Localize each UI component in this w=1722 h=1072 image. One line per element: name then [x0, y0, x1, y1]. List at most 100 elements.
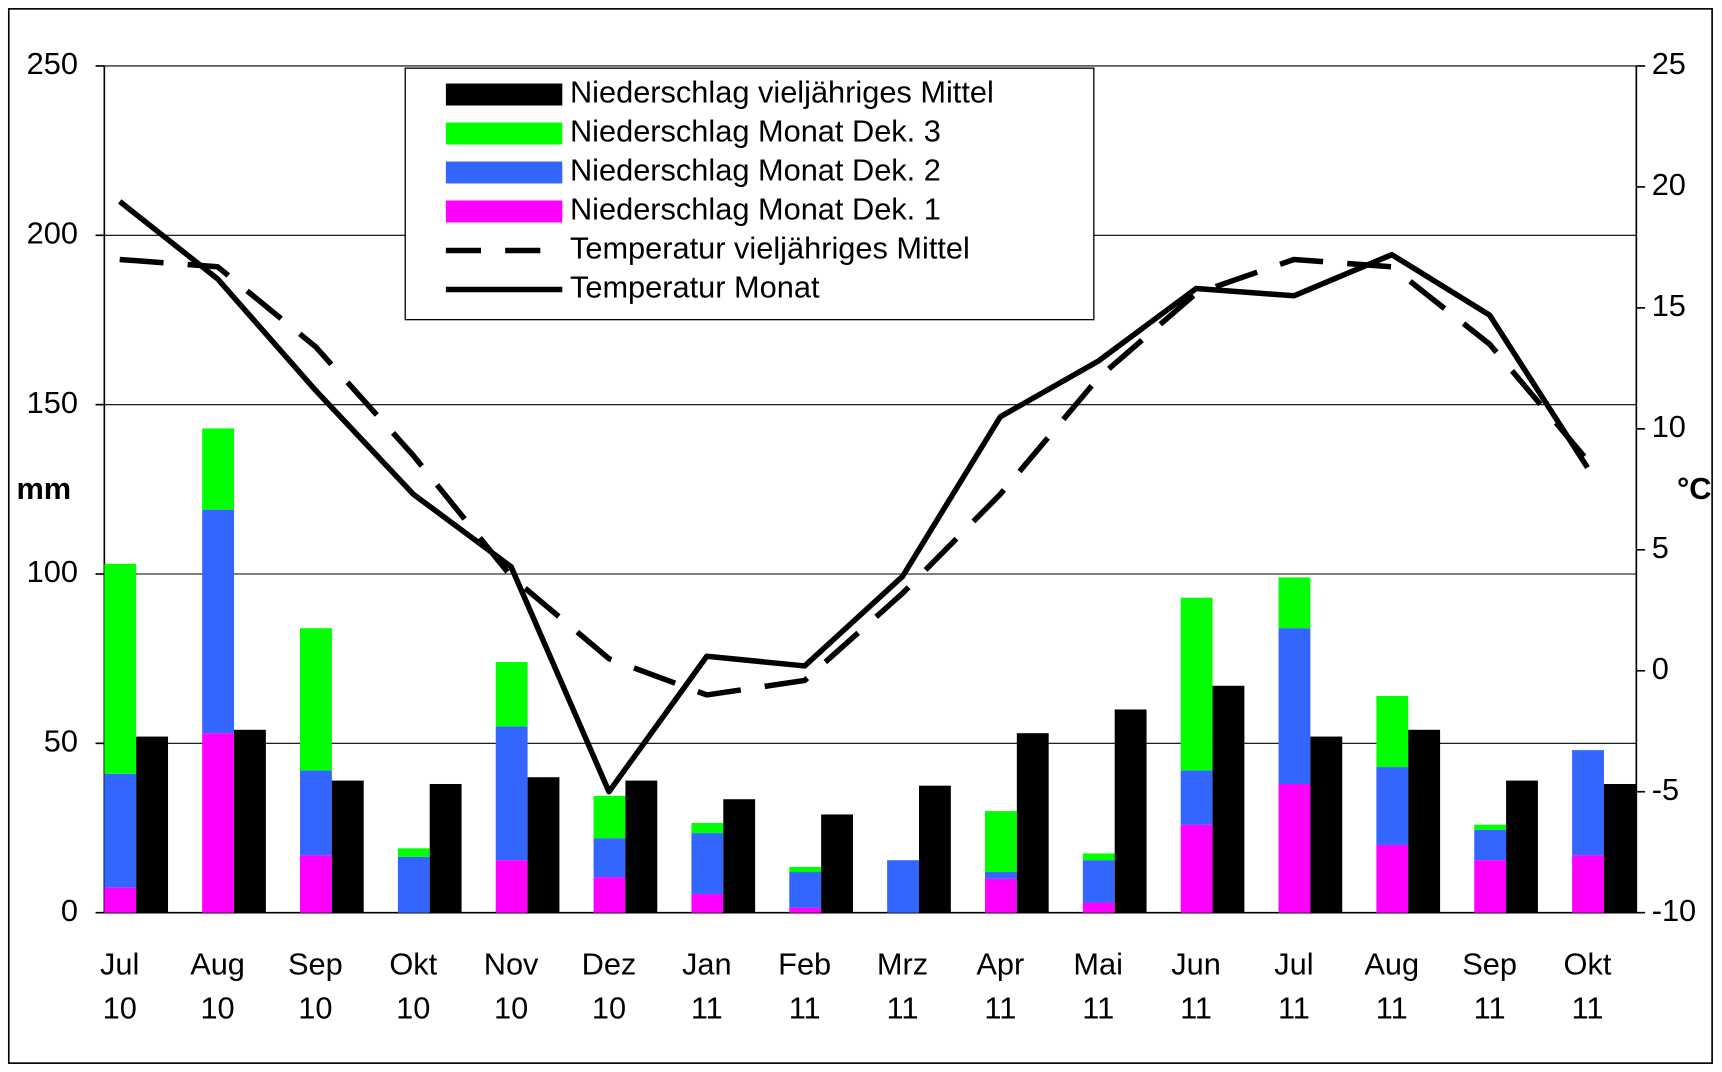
legend-label: Niederschlag Monat Dek. 3	[570, 114, 941, 149]
bar-segment	[397, 848, 430, 857]
bar-segment	[984, 811, 1017, 873]
y2-tick-label: 10	[1652, 409, 1686, 444]
bar-segment	[1180, 824, 1213, 913]
bar	[1114, 709, 1147, 913]
bar-segment	[1082, 853, 1115, 861]
bar	[331, 780, 364, 913]
bar	[821, 814, 853, 913]
bar-segment	[202, 428, 235, 510]
bar-segment	[202, 733, 235, 913]
bar-segment	[1474, 824, 1507, 830]
legend-swatch	[445, 200, 563, 223]
bar-segment	[593, 795, 626, 839]
y2-axis-label: °C	[1677, 471, 1712, 506]
bar	[1506, 780, 1538, 913]
legend-label: Niederschlag vieljähriges Mittel	[570, 75, 994, 110]
legend-label: Niederschlag Monat Dek. 2	[570, 153, 941, 188]
bar-segment	[1278, 783, 1311, 913]
y-tick-label: 250	[27, 46, 78, 81]
y-tick-label: 100	[27, 554, 78, 589]
x-tick-label: Aug 11	[1364, 947, 1419, 1026]
legend-box	[404, 67, 1095, 321]
x-tick-label: Jun 11	[1171, 947, 1221, 1026]
legend-swatch	[445, 83, 563, 106]
bar-segment	[593, 838, 626, 878]
bar	[625, 780, 658, 913]
line	[119, 256, 1590, 698]
bar	[1408, 729, 1441, 913]
bar-segment	[495, 726, 528, 861]
bar-segment	[397, 856, 430, 913]
bar-segment	[593, 877, 626, 913]
legend-label: Niederschlag Monat Dek. 1	[570, 192, 941, 227]
x-tick-label: Apr 11	[976, 947, 1024, 1026]
bar	[234, 729, 266, 913]
bar-segment	[1474, 860, 1507, 913]
x-tick-label: Jul 11	[1274, 947, 1313, 1026]
line	[118, 199, 1590, 795]
y-tick-label: 150	[27, 385, 78, 420]
bar-segment	[1082, 902, 1115, 913]
bar-segment	[202, 509, 235, 734]
bar	[1603, 783, 1636, 913]
x-tick-label: Mrz 11	[877, 947, 928, 1026]
x-tick-label: Sep 10	[288, 947, 343, 1026]
bar-segment	[789, 872, 822, 908]
y2-tick-label: 0	[1652, 651, 1669, 686]
y2-tick-label: 20	[1652, 167, 1686, 202]
bar	[1016, 733, 1049, 913]
bar-segment	[1180, 770, 1213, 825]
y-tick-label: 0	[61, 893, 78, 928]
y2-tick-label: 15	[1652, 288, 1686, 323]
bar-segment	[984, 878, 1017, 913]
bar-segment	[789, 907, 822, 913]
bar-segment	[1376, 767, 1409, 845]
bar	[723, 799, 756, 913]
bar	[918, 785, 951, 913]
bar-segment	[691, 822, 724, 834]
x-tick-label: Mai 11	[1073, 947, 1123, 1026]
bar-segment	[984, 872, 1017, 879]
bar-segment	[104, 887, 137, 913]
bar-segment	[1474, 829, 1507, 861]
bar-segment	[1572, 855, 1604, 913]
bar-segment	[495, 662, 528, 727]
legend-swatch	[445, 161, 563, 184]
bar-segment	[1082, 860, 1115, 903]
bar-segment	[691, 833, 724, 895]
bar-segment	[1180, 597, 1213, 771]
y-tick-label: 50	[44, 723, 78, 758]
bar	[1212, 685, 1245, 913]
bar-segment	[300, 628, 332, 771]
bar-segment	[691, 894, 724, 913]
bar	[527, 777, 560, 913]
y2-tick-label: -5	[1652, 772, 1679, 807]
x-tick-label: Jul 10	[100, 947, 139, 1026]
bar-segment	[1278, 628, 1311, 784]
legend-label: Temperatur Monat	[570, 270, 820, 305]
bar-segment	[887, 860, 919, 913]
bar-segment	[300, 770, 332, 856]
legend-swatch	[445, 122, 563, 145]
x-tick-label: Feb 11	[778, 947, 831, 1026]
y-axis-label: mm	[16, 471, 71, 506]
bar-segment	[104, 773, 137, 888]
x-tick-label: Sep 11	[1462, 947, 1517, 1026]
x-tick-label: Okt 11	[1564, 947, 1612, 1026]
bar-segment	[1278, 577, 1311, 629]
bar-segment	[789, 866, 822, 873]
x-tick-label: Jan 11	[682, 947, 732, 1026]
y-tick-label: 200	[27, 215, 78, 250]
bar	[1310, 736, 1343, 913]
x-tick-label: Dez 10	[582, 947, 637, 1026]
x-tick-label: Nov 10	[484, 947, 539, 1026]
bar-segment	[300, 855, 332, 913]
y2-tick-label: 25	[1652, 46, 1686, 81]
bar-segment	[1376, 844, 1409, 913]
legend: Niederschlag vieljähriges Mittel Niedersc…	[404, 67, 1095, 321]
legend-label: Temperatur vieljähriges Mittel	[570, 231, 970, 266]
bar-segment	[495, 860, 528, 913]
bar	[429, 783, 462, 913]
bar-segment	[1572, 750, 1604, 856]
